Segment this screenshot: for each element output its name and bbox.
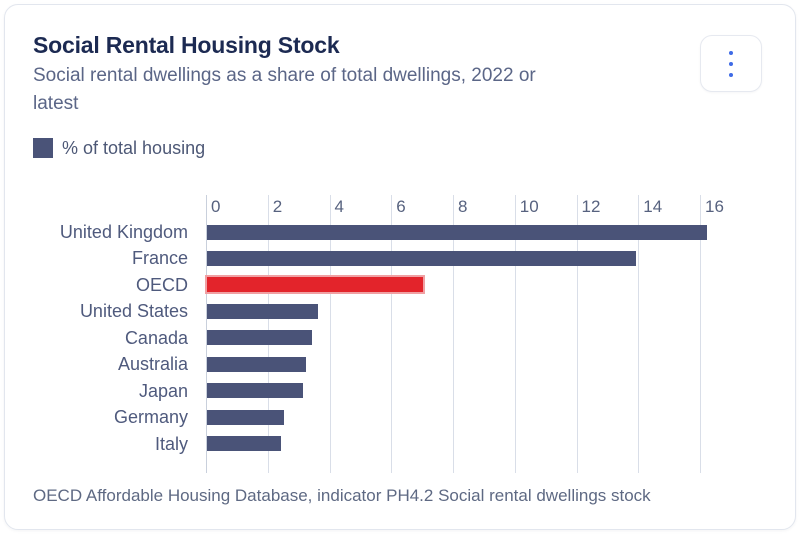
chart-title: Social Rental Housing Stock bbox=[33, 32, 340, 58]
category-label: France bbox=[131, 248, 188, 269]
bar-france[interactable] bbox=[207, 250, 637, 266]
legend: % of total housing bbox=[33, 138, 205, 158]
options-menu-button[interactable] bbox=[700, 35, 762, 92]
x-tick-label: 8 bbox=[458, 197, 468, 216]
gridline bbox=[514, 195, 516, 473]
bar-united-kingdom[interactable] bbox=[207, 224, 708, 240]
gridline bbox=[206, 195, 207, 473]
chart-card bbox=[4, 4, 796, 530]
gridline bbox=[638, 195, 640, 473]
chart-subtitle: Social rental dwellings as a share of to… bbox=[33, 65, 536, 114]
bar-canada[interactable] bbox=[207, 330, 312, 346]
category-label: Canada bbox=[124, 327, 188, 348]
gridline bbox=[391, 195, 393, 473]
gridline bbox=[329, 195, 331, 473]
x-tick-label: 0 bbox=[211, 197, 221, 216]
x-tick-label: 2 bbox=[272, 197, 283, 216]
kebab-dot bbox=[729, 72, 733, 77]
category-label: Australia bbox=[117, 354, 188, 375]
bar-oecd[interactable] bbox=[204, 275, 426, 295]
kebab-vertical-icon bbox=[729, 50, 733, 77]
category-label: Japan bbox=[138, 380, 188, 401]
x-tick-label: 14 bbox=[643, 197, 663, 216]
kebab-dot bbox=[729, 61, 733, 66]
category-label: United Kingdom bbox=[59, 222, 188, 242]
source-note: OECD Affordable Housing Database, indica… bbox=[33, 486, 651, 505]
x-tick-label: 10 bbox=[519, 197, 539, 216]
category-label: Italy bbox=[154, 433, 188, 454]
bar-united-states[interactable] bbox=[207, 303, 319, 319]
kebab-dot bbox=[729, 50, 733, 55]
category-axis: United Kingdom France OECD United States Can… bbox=[0, 195, 188, 473]
x-tick-label: 6 bbox=[396, 197, 406, 216]
plot-area: 0 2 4 6 8 10 12 14 16 bbox=[204, 195, 724, 473]
legend-swatch bbox=[33, 138, 53, 158]
bar-italy[interactable] bbox=[207, 436, 282, 452]
bar-germany[interactable] bbox=[207, 409, 285, 425]
gridline bbox=[700, 195, 701, 473]
category-label: United States bbox=[79, 301, 188, 322]
x-tick-label: 4 bbox=[334, 197, 344, 216]
category-label: OECD bbox=[135, 274, 188, 295]
gridline bbox=[576, 195, 578, 473]
gridline bbox=[453, 195, 454, 473]
x-tick-label: 16 bbox=[705, 197, 724, 216]
legend-label: % of total housing bbox=[62, 137, 206, 158]
bar-japan[interactable] bbox=[207, 383, 303, 399]
bar-australia[interactable] bbox=[207, 356, 306, 372]
category-label: Germany bbox=[113, 407, 188, 428]
x-tick-label: 12 bbox=[581, 197, 601, 216]
